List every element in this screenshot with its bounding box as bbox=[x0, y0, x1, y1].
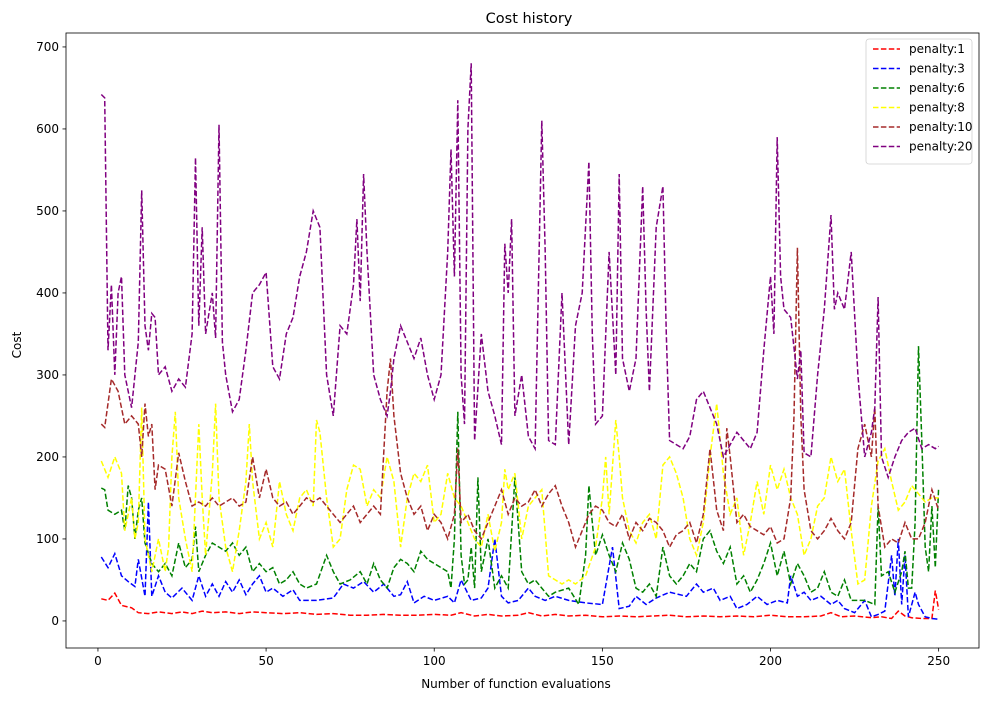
series-line-2 bbox=[100, 501, 939, 621]
x-tick-label: 100 bbox=[423, 654, 446, 668]
x-tick-label: 50 bbox=[258, 654, 273, 668]
series-line-1 bbox=[101, 590, 940, 620]
y-tick-label: 400 bbox=[36, 286, 59, 300]
series-line-4 bbox=[100, 403, 939, 586]
y-tick-label: 600 bbox=[36, 122, 59, 136]
series-line-3 bbox=[100, 346, 940, 607]
series-line-5 bbox=[100, 247, 940, 550]
legend-label: penalty:10 bbox=[909, 120, 973, 134]
plot-frame bbox=[65, 32, 980, 649]
legend-label: penalty:6 bbox=[909, 81, 965, 95]
legend-label: penalty:1 bbox=[909, 42, 965, 56]
legend-label: penalty:20 bbox=[909, 140, 973, 154]
y-tick-label: 500 bbox=[36, 204, 59, 218]
y-axis-label: Cost bbox=[10, 331, 24, 358]
y-tick-label: 0 bbox=[51, 614, 59, 628]
y-tick-label: 300 bbox=[36, 368, 59, 382]
y-tick-label: 200 bbox=[36, 450, 59, 464]
x-tick-label: 150 bbox=[591, 654, 614, 668]
x-tick-label: 0 bbox=[94, 654, 102, 668]
y-tick-label: 700 bbox=[36, 40, 59, 54]
x-tick-label: 250 bbox=[927, 654, 950, 668]
x-tick-label: 200 bbox=[759, 654, 782, 668]
y-tick-label: 100 bbox=[36, 532, 59, 546]
legend-label: penalty:3 bbox=[909, 62, 965, 76]
chart-title: Cost history bbox=[486, 11, 573, 27]
legend-label: penalty:8 bbox=[909, 101, 965, 115]
series-line-6 bbox=[100, 63, 940, 480]
x-axis-label: Number of function evaluations bbox=[421, 677, 611, 691]
legend: penalty:1 penalty:3 penalty:6 penalty:8 pena… bbox=[865, 38, 973, 165]
